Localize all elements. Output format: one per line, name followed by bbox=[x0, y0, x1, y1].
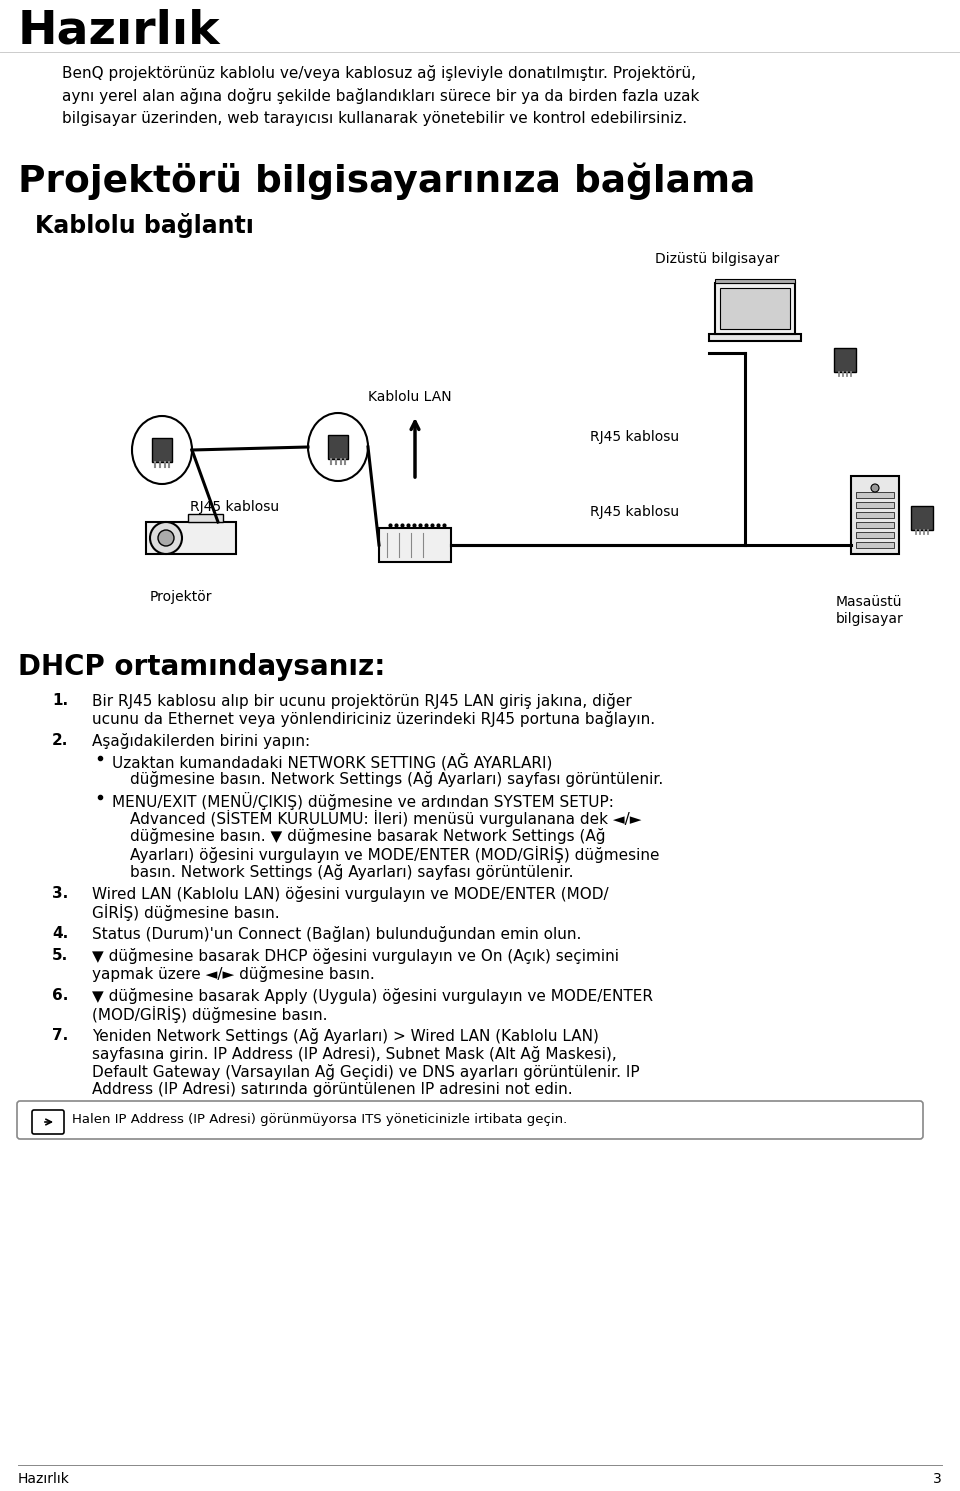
Text: RJ45 kablosu: RJ45 kablosu bbox=[590, 429, 679, 444]
Text: Address (IP Adresi) satırında görüntülenen IP adresini not edin.: Address (IP Adresi) satırında görüntülen… bbox=[92, 1082, 572, 1097]
Text: RJ45 kablosu: RJ45 kablosu bbox=[190, 499, 279, 514]
Text: düğmesine basın. Network Settings (Ağ Ayarları) sayfası görüntülenir.: düğmesine basın. Network Settings (Ağ Ay… bbox=[130, 771, 663, 787]
Text: Ayarları) öğesini vurgulayın ve MODE/ENTER (MOD/GİRİŞ) düğmesine: Ayarları) öğesini vurgulayın ve MODE/ENT… bbox=[130, 845, 660, 863]
Text: Hazırlık: Hazırlık bbox=[18, 1472, 70, 1487]
Text: sayfasına girin. IP Address (IP Adresi), Subnet Mask (Alt Ağ Maskesi),: sayfasına girin. IP Address (IP Adresi),… bbox=[92, 1047, 616, 1062]
Text: (MOD/GİRİŞ) düğmesine basın.: (MOD/GİRİŞ) düğmesine basın. bbox=[92, 1006, 327, 1023]
Text: Dizüstü bilgisayar: Dizüstü bilgisayar bbox=[655, 252, 780, 265]
Bar bbox=[856, 522, 894, 528]
Bar bbox=[714, 279, 796, 283]
Text: Status (Durum)'un Connect (Bağlan) bulunduğundan emin olun.: Status (Durum)'un Connect (Bağlan) bulun… bbox=[92, 926, 582, 942]
Bar bbox=[911, 505, 933, 529]
Bar bbox=[856, 511, 894, 517]
Bar bbox=[188, 514, 223, 522]
Circle shape bbox=[871, 485, 879, 492]
Text: 3.: 3. bbox=[52, 886, 68, 901]
Text: Bir RJ45 kablosu alıp bir ucunu projektörün RJ45 LAN giriş jakına, diğer: Bir RJ45 kablosu alıp bir ucunu projektö… bbox=[92, 693, 632, 710]
Bar bbox=[328, 435, 348, 459]
Text: ucunu da Ethernet veya yönlendiriciniz üzerindeki RJ45 portuna bağlayın.: ucunu da Ethernet veya yönlendiriciniz ü… bbox=[92, 711, 655, 728]
Bar bbox=[851, 476, 899, 555]
Text: Advanced (SİSTEM KURULUMU: İleri) menüsü vurgulanana dek ◄/►: Advanced (SİSTEM KURULUMU: İleri) menüsü… bbox=[130, 810, 641, 828]
Bar bbox=[720, 288, 790, 328]
Polygon shape bbox=[146, 522, 236, 555]
Text: Wired LAN (Kablolu LAN) öğesini vurgulayın ve MODE/ENTER (MOD/: Wired LAN (Kablolu LAN) öğesini vurgulay… bbox=[92, 886, 609, 902]
Text: RJ45 kablosu: RJ45 kablosu bbox=[590, 505, 679, 519]
Text: 5.: 5. bbox=[52, 948, 68, 963]
Text: Hazırlık: Hazırlık bbox=[18, 7, 221, 54]
Bar bbox=[856, 502, 894, 508]
Bar bbox=[856, 532, 894, 538]
Bar bbox=[834, 347, 856, 371]
Text: ▼ düğmesine basarak Apply (Uygula) öğesini vurgulayın ve MODE/ENTER: ▼ düğmesine basarak Apply (Uygula) öğesi… bbox=[92, 989, 653, 1003]
Text: Kablolu LAN: Kablolu LAN bbox=[368, 391, 451, 404]
Text: 2.: 2. bbox=[52, 734, 68, 748]
Text: Halen IP Address (IP Adresi) görünmüyorsa ITS yöneticinizle irtibata geçin.: Halen IP Address (IP Adresi) görünmüyors… bbox=[72, 1112, 567, 1126]
Text: yapmak üzere ◄/► düğmesine basın.: yapmak üzere ◄/► düğmesine basın. bbox=[92, 966, 374, 983]
Text: Default Gateway (Varsayılan Ağ Geçidi) ve DNS ayarları görüntülenir. IP: Default Gateway (Varsayılan Ağ Geçidi) v… bbox=[92, 1065, 639, 1079]
Text: 6.: 6. bbox=[52, 989, 68, 1003]
Ellipse shape bbox=[132, 416, 192, 485]
Text: 3: 3 bbox=[933, 1472, 942, 1487]
Text: basın. Network Settings (Ağ Ayarları) sayfası görüntülenir.: basın. Network Settings (Ağ Ayarları) sa… bbox=[130, 863, 573, 880]
Text: DHCP ortamındaysanız:: DHCP ortamındaysanız: bbox=[18, 653, 385, 681]
Bar bbox=[856, 492, 894, 498]
Text: Masaüstü
bilgisayar: Masaüstü bilgisayar bbox=[836, 595, 903, 626]
Text: düğmesine basın. ▼ düğmesine basarak Network Settings (Ağ: düğmesine basın. ▼ düğmesine basarak Net… bbox=[130, 828, 606, 844]
Text: 4.: 4. bbox=[52, 926, 68, 941]
Text: ▼ düğmesine basarak DHCP öğesini vurgulayın ve On (Açık) seçimini: ▼ düğmesine basarak DHCP öğesini vurgula… bbox=[92, 948, 619, 965]
Bar bbox=[379, 528, 451, 562]
Bar bbox=[709, 334, 801, 341]
Bar bbox=[856, 543, 894, 549]
Text: GİRİŞ) düğmesine basın.: GİRİŞ) düğmesine basın. bbox=[92, 904, 279, 921]
Bar bbox=[152, 438, 172, 462]
Text: Aşağıdakilerden birini yapın:: Aşağıdakilerden birini yapın: bbox=[92, 734, 310, 748]
Text: BenQ projektörünüz kablolu ve/veya kablosuz ağ işleviyle donatılmıştır. Projektö: BenQ projektörünüz kablolu ve/veya kablo… bbox=[62, 66, 700, 125]
Circle shape bbox=[150, 522, 182, 555]
Text: 7.: 7. bbox=[52, 1027, 68, 1044]
Text: MENU/EXIT (MENÜ/ÇIKIŞ) düğmesine ve ardından SYSTEM SETUP:: MENU/EXIT (MENÜ/ÇIKIŞ) düğmesine ve ardı… bbox=[112, 792, 613, 810]
Text: Projektör: Projektör bbox=[150, 590, 212, 604]
Bar bbox=[714, 283, 796, 334]
Circle shape bbox=[158, 529, 174, 546]
Text: Uzaktan kumandadaki NETWORK SETTING (AĞ AYARLARI): Uzaktan kumandadaki NETWORK SETTING (AĞ … bbox=[112, 753, 552, 771]
Text: 1.: 1. bbox=[52, 693, 68, 708]
Ellipse shape bbox=[308, 413, 368, 482]
Text: Kablolu bağlantı: Kablolu bağlantı bbox=[35, 213, 253, 239]
Text: Projektörü bilgisayarınıza bağlama: Projektörü bilgisayarınıza bağlama bbox=[18, 163, 756, 200]
Text: Yeniden Network Settings (Ağ Ayarları) > Wired LAN (Kablolu LAN): Yeniden Network Settings (Ağ Ayarları) >… bbox=[92, 1027, 599, 1044]
